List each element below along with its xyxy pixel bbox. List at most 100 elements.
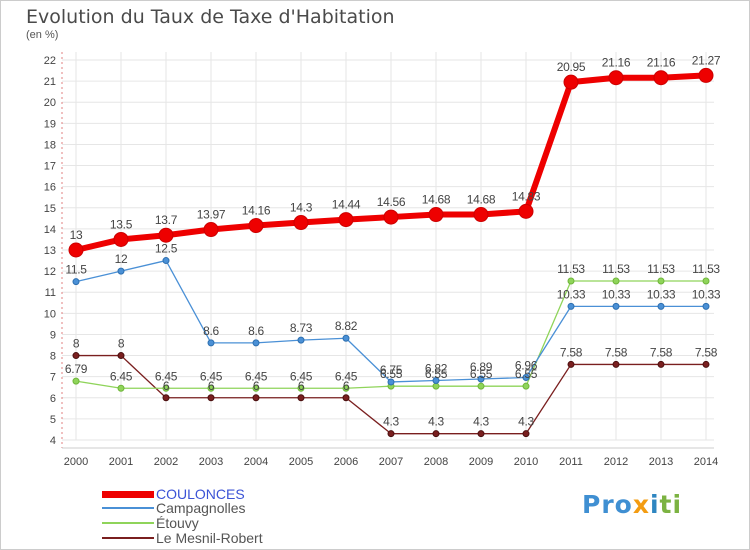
legend-label: Campagnolles — [156, 500, 246, 516]
data-label: 13.97 — [197, 208, 226, 222]
data-label: 6.96 — [515, 359, 538, 373]
y-tick-label: 22 — [44, 55, 56, 67]
data-point — [477, 382, 485, 390]
data-label: 6 — [208, 379, 215, 393]
y-tick-label: 21 — [44, 76, 56, 88]
data-label: 6.75 — [380, 363, 403, 377]
y-tick-label: 19 — [44, 118, 56, 130]
data-point — [698, 67, 714, 83]
data-point — [428, 207, 444, 223]
data-label: 14.68 — [467, 193, 496, 207]
data-point — [117, 267, 125, 275]
data-label: 10.33 — [557, 287, 586, 301]
data-point — [207, 394, 215, 402]
data-label: 6.55 — [515, 367, 538, 381]
data-point — [158, 227, 174, 243]
data-label: 14.16 — [242, 204, 271, 218]
data-point — [113, 231, 129, 247]
data-label: 6.45 — [335, 369, 358, 383]
data-label: 6 — [343, 379, 350, 393]
y-tick-label: 12 — [44, 266, 56, 278]
data-point — [72, 278, 80, 286]
y-tick-label: 9 — [50, 329, 56, 341]
data-label: 21.16 — [647, 56, 676, 70]
data-point — [68, 242, 84, 258]
y-tick-label: 18 — [44, 139, 56, 151]
y-tick-label: 7 — [50, 372, 56, 384]
data-label: 10.33 — [647, 287, 676, 301]
data-label: 21.27 — [692, 53, 721, 67]
data-point — [432, 376, 440, 384]
data-label: 6.45 — [245, 369, 268, 383]
data-label: 6.45 — [155, 369, 178, 383]
data-point — [72, 352, 80, 360]
x-tick-label: 2007 — [379, 456, 403, 468]
data-point — [563, 74, 579, 90]
y-tick-label: 8 — [50, 351, 56, 363]
data-point — [567, 360, 575, 368]
x-tick-label: 2000 — [64, 456, 88, 468]
data-point — [702, 302, 710, 310]
legend-label: Le Mesnil-Robert — [156, 530, 263, 546]
x-tick-label: 2012 — [604, 456, 628, 468]
data-point — [252, 384, 260, 392]
data-point — [522, 382, 530, 390]
data-label: 11.53 — [557, 262, 585, 276]
data-label: 12.5 — [155, 242, 178, 256]
data-point — [117, 352, 125, 360]
logo-part: x — [632, 490, 650, 519]
data-label: 4.3 — [473, 415, 489, 429]
data-point — [653, 70, 669, 86]
data-point — [162, 384, 170, 392]
data-label: 6 — [163, 379, 170, 393]
legend-label: Étouvy — [156, 515, 199, 531]
data-label: 20.95 — [557, 60, 586, 74]
data-label: 8.73 — [290, 321, 313, 335]
data-point — [518, 203, 534, 219]
data-label: 6 — [298, 379, 305, 393]
data-label: 8.6 — [203, 324, 219, 338]
legend-item: Campagnolles — [102, 500, 246, 516]
data-point — [297, 394, 305, 402]
data-point — [477, 430, 485, 438]
x-tick-label: 2013 — [649, 456, 673, 468]
data-point — [432, 382, 440, 390]
x-tick-label: 2014 — [694, 456, 718, 468]
data-point — [297, 384, 305, 392]
data-label: 4.3 — [518, 415, 534, 429]
data-point — [207, 384, 215, 392]
legend-item: COULONCES — [102, 486, 245, 502]
data-point — [162, 257, 170, 265]
data-label: 8.82 — [335, 319, 358, 333]
data-point — [252, 394, 260, 402]
y-tick-label: 6 — [50, 393, 56, 405]
x-tick-label: 2001 — [109, 456, 133, 468]
data-point — [657, 277, 665, 285]
data-label: 11.53 — [692, 262, 720, 276]
data-point — [297, 336, 305, 344]
y-tick-label: 14 — [44, 224, 56, 236]
data-point — [522, 430, 530, 438]
data-label: 13.7 — [155, 213, 178, 227]
x-tick-label: 2008 — [424, 456, 448, 468]
data-point — [207, 339, 215, 347]
data-label: 7.58 — [695, 345, 718, 359]
data-label: 11.53 — [602, 262, 630, 276]
data-point — [477, 375, 485, 383]
data-point — [387, 430, 395, 438]
data-label: 13.5 — [110, 217, 133, 231]
data-point — [567, 302, 575, 310]
x-tick-label: 2002 — [154, 456, 178, 468]
data-label: 6.45 — [110, 369, 133, 383]
legend-swatch — [102, 490, 154, 498]
y-tick-label: 4 — [50, 435, 56, 447]
logo-part: Pro — [582, 490, 633, 519]
data-label: 7.58 — [560, 345, 583, 359]
data-label: 14.83 — [512, 189, 541, 203]
data-point — [567, 277, 575, 285]
y-tick-label: 20 — [44, 97, 56, 109]
data-label: 10.33 — [692, 287, 721, 301]
data-label: 7.58 — [650, 345, 673, 359]
data-point — [383, 209, 399, 225]
